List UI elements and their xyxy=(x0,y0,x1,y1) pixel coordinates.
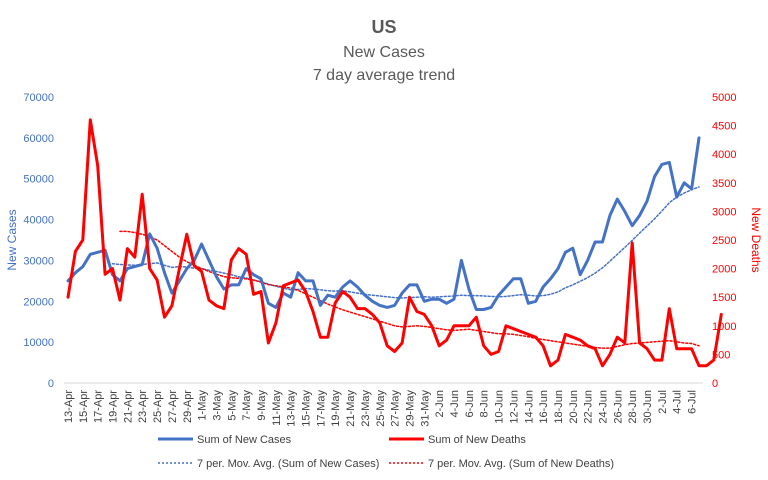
chart-subtitle-2: 7 day average trend xyxy=(313,67,455,84)
legend-label-deaths: Sum of New Deaths xyxy=(428,434,526,446)
x-tick-label: 26-Jun xyxy=(612,390,624,424)
x-tick-label: 3-May xyxy=(211,390,223,421)
x-tick-label: 10-Jun xyxy=(494,390,506,424)
x-tick-label: 11-May xyxy=(271,390,283,426)
x-tick-label: 29-May xyxy=(404,390,416,427)
x-tick-label: 5-May xyxy=(226,390,238,421)
chart-title: US xyxy=(371,17,396,37)
y-tick-left: 70000 xyxy=(23,92,54,104)
y-tick-left: 30000 xyxy=(23,255,54,267)
x-tick-label: 17-Apr xyxy=(93,390,105,423)
x-tick-label: 7-May xyxy=(241,390,253,421)
x-tick-label: 14-Jun xyxy=(523,390,535,424)
x-axis: 13-Apr 15-Apr 17-Apr 19-Apr 21-Apr 23-Apr 25-A… xyxy=(63,382,703,427)
y-tick-right: 4500 xyxy=(712,121,736,133)
y-tick-right: 2000 xyxy=(712,264,736,276)
y-tick-right: 4000 xyxy=(712,149,736,161)
x-tick-label: 6-Jul xyxy=(687,390,699,414)
x-tick-label: 23-May xyxy=(360,390,372,427)
y-tick-right: 3500 xyxy=(712,178,736,190)
plot-area xyxy=(66,118,723,368)
legend-label-cases-avg: 7 per. Mov. Avg. (Sum of New Cases) xyxy=(197,458,379,470)
x-tick-label: 27-Apr xyxy=(167,390,179,423)
y-tick-right: 1000 xyxy=(712,321,736,333)
y-axis-label-left: New Cases xyxy=(5,209,19,270)
y-tick-left: 40000 xyxy=(23,215,54,227)
x-tick-label: 31-May xyxy=(419,390,431,427)
x-tick-label: 6-Jun xyxy=(464,390,476,418)
x-tick-label: 20-Jun xyxy=(568,390,580,424)
x-tick-label: 13-May xyxy=(286,390,298,427)
x-tick-label: 21-May xyxy=(345,390,357,427)
chart-subtitle-1: New Cases xyxy=(343,44,425,61)
y-axis-right: 0 500 1000 1500 2000 2500 3000 3500 4000 4500 5000 xyxy=(712,92,736,390)
legend-label-cases: Sum of New Cases xyxy=(197,434,292,446)
y-tick-right: 0 xyxy=(712,378,718,390)
series-line-cases-avg xyxy=(111,186,700,299)
legend-label-deaths-avg: 7 per. Mov. Avg. (Sum of New Deaths) xyxy=(428,458,614,470)
x-tick-label: 1-May xyxy=(197,390,209,421)
x-tick-label: 29-Apr xyxy=(182,390,194,423)
x-tick-label: 24-Jun xyxy=(597,390,609,424)
x-tick-label: 15-May xyxy=(301,390,313,427)
x-tick-label: 30-Jun xyxy=(642,390,654,424)
x-tick-label: 21-Apr xyxy=(122,390,134,423)
x-tick-label: 22-Jun xyxy=(583,390,595,424)
x-tick-label: 8-Jun xyxy=(479,390,491,418)
x-tick-label: 25-May xyxy=(375,390,387,427)
x-tick-label: 17-May xyxy=(315,390,327,427)
y-tick-left: 20000 xyxy=(23,296,54,308)
x-tick-label: 15-Apr xyxy=(78,390,90,423)
x-tick-label: 19-May xyxy=(330,390,342,427)
y-tick-left: 10000 xyxy=(23,337,54,349)
y-tick-right: 2500 xyxy=(712,235,736,247)
y-tick-right: 500 xyxy=(712,349,730,361)
x-tick-label: 2-Jul xyxy=(657,390,669,414)
x-tick-label: 28-Jun xyxy=(627,390,639,424)
y-tick-right: 1500 xyxy=(712,292,736,304)
x-tick-label: 19-Apr xyxy=(108,390,120,423)
x-tick-label: 13-Apr xyxy=(63,390,75,423)
series-line-deaths xyxy=(66,118,723,368)
y-tick-right: 3000 xyxy=(712,206,736,218)
x-tick-label: 4-Jun xyxy=(449,390,461,418)
legend: Sum of New Cases Sum of New Deaths 7 per… xyxy=(158,434,614,470)
x-tick-label: 27-May xyxy=(390,390,402,427)
y-tick-left: 50000 xyxy=(23,174,54,186)
x-tick-label: 18-Jun xyxy=(553,390,565,424)
x-tick-label: 2-Jun xyxy=(434,390,446,418)
y-tick-right: 5000 xyxy=(712,92,736,104)
x-tick-label: 25-Apr xyxy=(152,390,164,423)
y-axis-left: 0 10000 20000 30000 40000 50000 60000 70000 xyxy=(23,92,54,390)
x-tick-label: 16-Jun xyxy=(538,390,550,424)
x-tick-label: 4-Jul xyxy=(672,390,684,414)
x-tick-label: 23-Apr xyxy=(137,390,149,423)
y-tick-left: 0 xyxy=(48,378,54,390)
series-line-cases xyxy=(66,136,701,311)
y-tick-left: 60000 xyxy=(23,133,54,145)
x-tick-label: 12-Jun xyxy=(508,390,520,424)
y-axis-label-right: New Deaths xyxy=(749,207,763,272)
x-tick-label: 9-May xyxy=(256,390,268,421)
